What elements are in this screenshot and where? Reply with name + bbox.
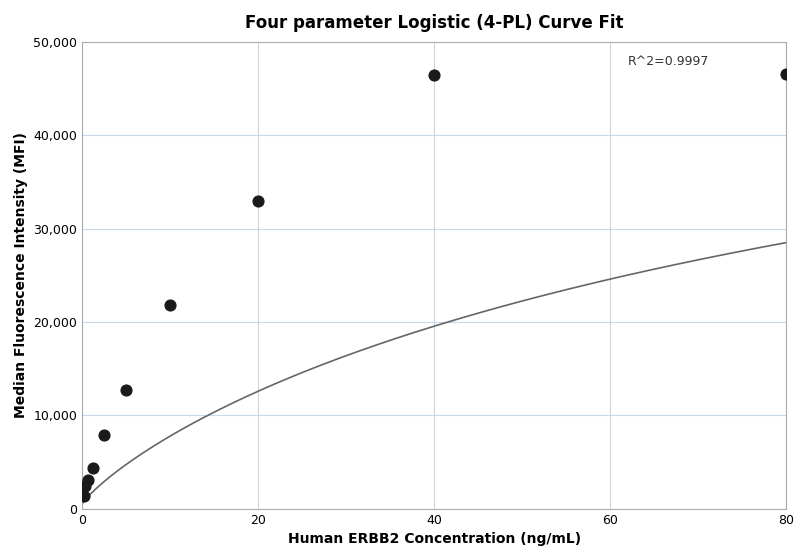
Point (164, 301, 177, 310)
Y-axis label: Median Fluorescence Intensity (MFI): Median Fluorescence Intensity (MFI) (14, 132, 28, 418)
Title: Four parameter Logistic (4-PL) Curve Fit: Four parameter Logistic (4-PL) Curve Fit (245, 14, 624, 32)
Point (780, 70, 793, 79)
Point (120, 386, 133, 395)
Text: R^2=0.9997: R^2=0.9997 (628, 55, 709, 68)
X-axis label: Human ERBB2 Concentration (ng/mL): Human ERBB2 Concentration (ng/mL) (288, 532, 581, 546)
Point (86, 463, 99, 472)
Point (82, 475, 95, 484)
Point (78, 491, 90, 500)
Point (98, 431, 111, 440)
Point (252, 196, 265, 205)
Point (427, 71, 440, 80)
Point (78, 482, 91, 491)
